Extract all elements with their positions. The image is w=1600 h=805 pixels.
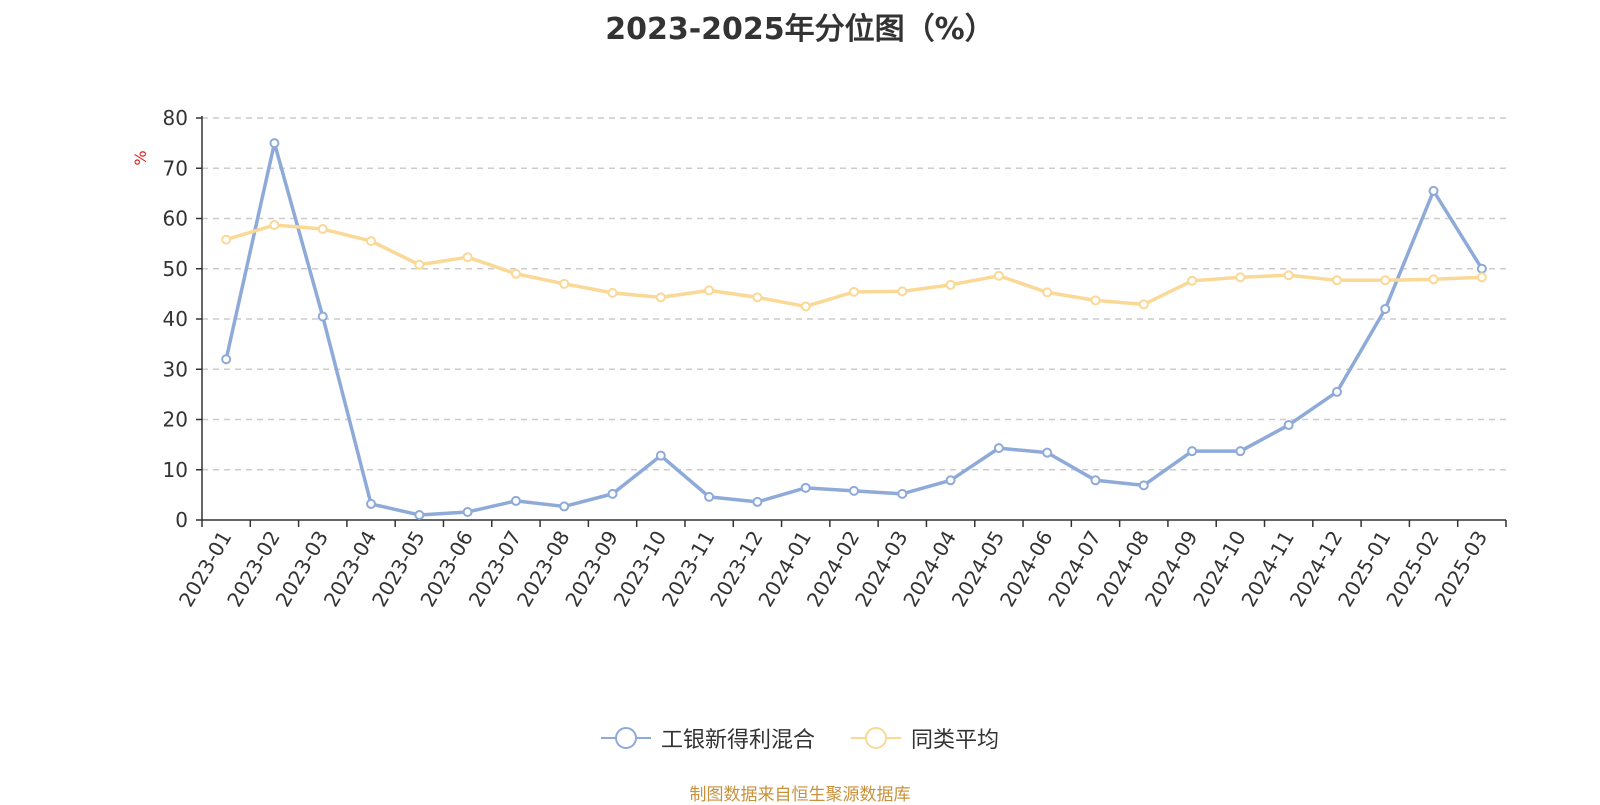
point-series-2-2025-02: [1428, 274, 1439, 285]
y-tick-label-30: 30: [163, 357, 188, 381]
legend-label-series-2: 同类平均: [911, 728, 1000, 753]
point-series-1-2025-01: [1380, 303, 1391, 314]
point-series-1-2024-04: [945, 475, 956, 486]
point-series-2-2025-01: [1380, 275, 1391, 286]
point-series-2-2024-01: [800, 301, 811, 312]
point-series-2-2024-10: [1235, 272, 1246, 283]
legend-item-series-2[interactable]: 同类平均: [851, 722, 999, 754]
y-tick-label-50: 50: [163, 257, 188, 281]
legend-marker-series-1: [600, 727, 651, 749]
point-series-1-2025-02: [1428, 185, 1439, 196]
y-tick-label-10: 10: [163, 458, 188, 482]
point-series-1-2024-07: [1090, 475, 1101, 486]
point-series-2-2024-12: [1331, 275, 1342, 286]
point-series-1-2025-03: [1476, 263, 1487, 274]
y-tick-label-20: 20: [163, 408, 188, 432]
point-series-1-2024-02: [849, 485, 859, 496]
point-series-2-2023-01: [221, 234, 232, 245]
point-series-1-2024-12: [1331, 386, 1342, 397]
point-series-2-2024-11: [1283, 270, 1294, 281]
y-tick-label-70: 70: [163, 156, 188, 180]
point-series-1-2024-09: [1187, 446, 1198, 457]
point-series-2-2024-03: [897, 286, 908, 297]
point-series-1-2024-03: [897, 488, 908, 499]
legend: 工银新得利混合 同类平均: [0, 722, 1600, 754]
point-series-1-2023-12: [752, 496, 763, 507]
series-line-1: [224, 141, 1484, 517]
point-series-2-2024-05: [993, 270, 1004, 281]
point-series-1-2024-06: [1042, 447, 1053, 458]
point-series-2-2023-08: [559, 278, 570, 289]
legend-label-series-1: 工银新得利混合: [660, 728, 815, 753]
point-series-1-2023-02: [269, 138, 280, 149]
point-series-2-2024-04: [945, 279, 956, 290]
y-tick-label-40: 40: [163, 307, 188, 331]
point-series-1-2023-04: [366, 498, 377, 509]
grid-layer: [202, 117, 1506, 471]
point-series-2-2024-09: [1187, 275, 1198, 286]
point-series-2-2023-11: [704, 285, 715, 296]
series-layer: [221, 138, 1487, 520]
point-series-1-2023-07: [510, 495, 521, 506]
point-series-2-2023-09: [607, 287, 618, 298]
point-series-1-2024-05: [993, 443, 1004, 454]
point-series-2-2024-06: [1042, 287, 1053, 298]
point-series-1-2023-08: [559, 501, 570, 512]
point-series-1-2023-09: [607, 488, 618, 499]
point-series-2-2025-03: [1476, 272, 1487, 283]
point-series-2-2023-03: [317, 224, 328, 235]
point-series-1-2023-10: [655, 450, 666, 461]
chart-title: 2023-2025年分位图（%）: [605, 12, 995, 47]
point-series-1-2023-11: [704, 491, 715, 502]
point-series-2-2024-02: [849, 286, 859, 297]
y-tick-label-60: 60: [163, 207, 188, 231]
axis-layer: 01020304050607080%2023-012023-022023-032…: [131, 106, 1507, 611]
point-series-1-2023-06: [462, 506, 473, 517]
legend-item-series-1[interactable]: 工银新得利混合: [600, 722, 815, 754]
y-axis-label: %: [131, 150, 150, 165]
point-series-1-2024-08: [1138, 480, 1149, 491]
point-series-1-2024-01: [800, 482, 811, 493]
point-series-2-2023-02: [269, 220, 280, 231]
point-series-2-2023-07: [510, 268, 521, 279]
point-series-1-2023-01: [221, 354, 232, 365]
source-note: 制图数据来自恒生聚源数据库: [689, 785, 911, 805]
point-series-2-2023-04: [366, 236, 377, 247]
point-series-2-2023-05: [414, 259, 425, 270]
point-series-1-2023-03: [317, 311, 328, 322]
y-tick-label-0: 0: [175, 508, 188, 532]
point-series-2-2024-07: [1090, 295, 1101, 306]
point-series-1-2023-05: [414, 509, 425, 520]
point-series-2-2024-08: [1138, 299, 1149, 310]
point-series-2-2023-12: [752, 292, 763, 303]
point-series-2-2023-10: [655, 292, 666, 303]
point-series-1-2024-10: [1235, 446, 1246, 457]
point-series-1-2024-11: [1283, 420, 1294, 431]
y-tick-label-80: 80: [163, 106, 188, 130]
point-series-2-2023-06: [462, 252, 473, 263]
legend-marker-series-2: [851, 727, 901, 749]
